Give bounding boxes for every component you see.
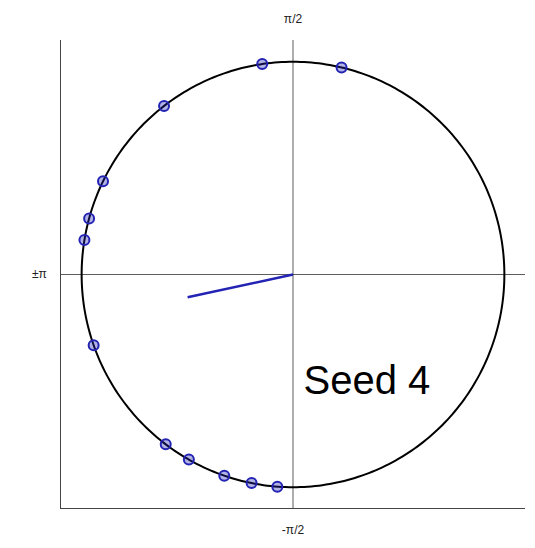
- svg-text:±π: ±π: [32, 267, 47, 281]
- svg-text:Seed 4: Seed 4: [304, 358, 431, 402]
- svg-text:π/2: π/2: [284, 12, 303, 26]
- svg-text:-π/2: -π/2: [282, 523, 305, 537]
